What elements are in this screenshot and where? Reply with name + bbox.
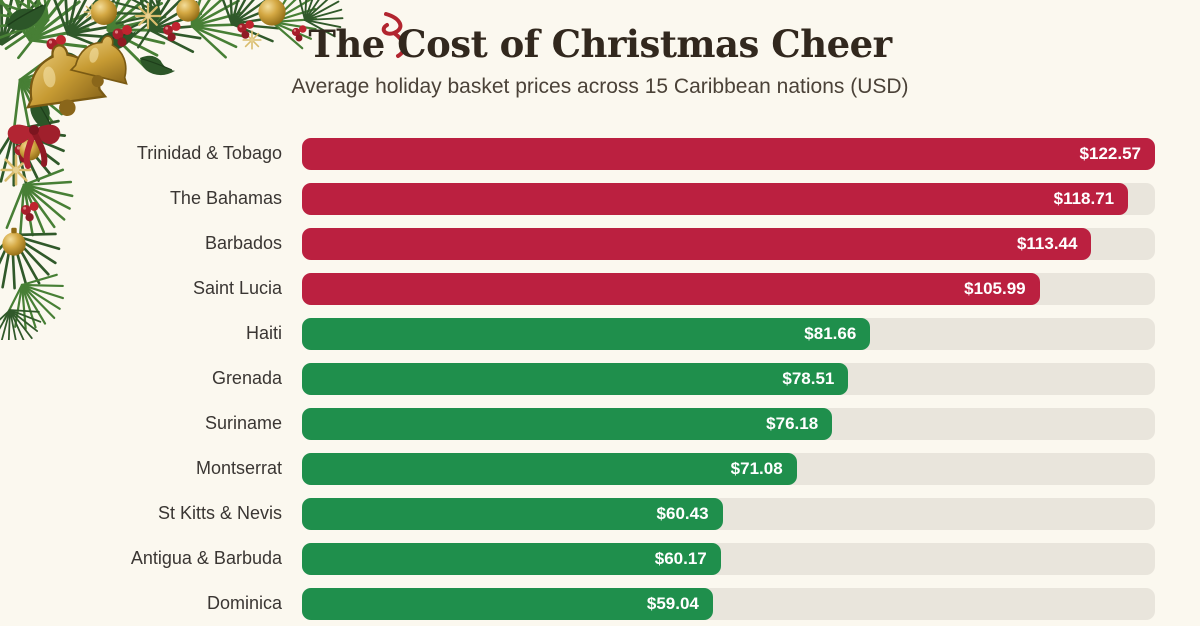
bar: $105.99 (302, 272, 1040, 305)
country-label: Grenada (211, 368, 282, 388)
country-label: The Bahamas (169, 188, 282, 208)
chart-row: Haiti $81.66 (0, 311, 1200, 356)
country-label: Saint Lucia (192, 278, 282, 298)
bar-track: $122.57 (302, 137, 1155, 170)
bar-track: $105.99 (302, 272, 1155, 305)
bar-track: $60.17 (302, 542, 1155, 575)
bar: $118.71 (302, 182, 1129, 215)
chart-row: Dominica $59.04 (0, 581, 1200, 626)
country-label: Haiti (245, 323, 282, 343)
red-ribbon-bow (7, 124, 61, 169)
country-label: Dominica (206, 593, 282, 613)
bar: $76.18 (302, 407, 833, 440)
bar: $122.57 (302, 137, 1155, 170)
country-label: Barbados (204, 233, 282, 253)
value-label: $81.66 (804, 323, 857, 343)
bar: $113.44 (302, 227, 1092, 260)
chart-header: The Cost of Christmas Cheer Average holi… (0, 22, 1200, 99)
chart-row: Trinidad & Tobago $122.57 (0, 131, 1200, 176)
bar-track: $78.51 (302, 362, 1155, 395)
christmas-garland-decoration (0, 0, 406, 340)
page-subtitle: Average holiday basket prices across 15 … (291, 75, 909, 98)
value-label: $59.04 (646, 593, 699, 613)
value-label: $71.08 (730, 458, 783, 478)
chart-row: Barbados $113.44 (0, 221, 1200, 266)
page-title: The Cost of Christmas Cheer (308, 22, 892, 66)
chart-row: Antigua & Barbuda $60.17 (0, 536, 1200, 581)
bar-chart: Trinidad & Tobago $122.57 The Bahamas $118.… (0, 131, 1200, 626)
value-label: $60.17 (654, 548, 707, 568)
value-label: $122.57 (1079, 143, 1141, 163)
country-label: Trinidad & Tobago (136, 143, 282, 163)
bar-track: $118.71 (302, 182, 1155, 215)
bar: $59.04 (302, 587, 713, 620)
chart-row: Montserrat $71.08 (0, 446, 1200, 491)
bar-track: $59.04 (302, 587, 1155, 620)
bar-track: $60.43 (302, 497, 1155, 530)
bar: $60.43 (302, 497, 723, 530)
bar-track: $76.18 (302, 407, 1155, 440)
value-label: $60.43 (656, 503, 709, 523)
country-label: Suriname (204, 413, 282, 433)
chart-row: Suriname $76.18 (0, 401, 1200, 446)
country-label: St Kitts & Nevis (157, 503, 282, 523)
value-label: $105.99 (964, 278, 1026, 298)
bar-track: $113.44 (302, 227, 1155, 260)
chart-row: Saint Lucia $105.99 (0, 266, 1200, 311)
value-label: $118.71 (1053, 188, 1115, 208)
bar-track: $81.66 (302, 317, 1155, 350)
chart-row: Grenada $78.51 (0, 356, 1200, 401)
bar-track: $71.08 (302, 452, 1155, 485)
value-label: $78.51 (782, 368, 835, 388)
country-label: Montserrat (195, 458, 282, 478)
red-ribbon-curl (381, 12, 406, 58)
chart-row: St Kitts & Nevis $60.43 (0, 491, 1200, 536)
value-label: $113.44 (1016, 233, 1078, 253)
chart-row: The Bahamas $118.71 (0, 176, 1200, 221)
bar: $81.66 (302, 317, 871, 350)
bar: $60.17 (302, 542, 721, 575)
country-label: Antigua & Barbuda (130, 548, 282, 568)
bar: $71.08 (302, 452, 797, 485)
value-label: $76.18 (766, 413, 819, 433)
bar: $78.51 (302, 362, 849, 395)
